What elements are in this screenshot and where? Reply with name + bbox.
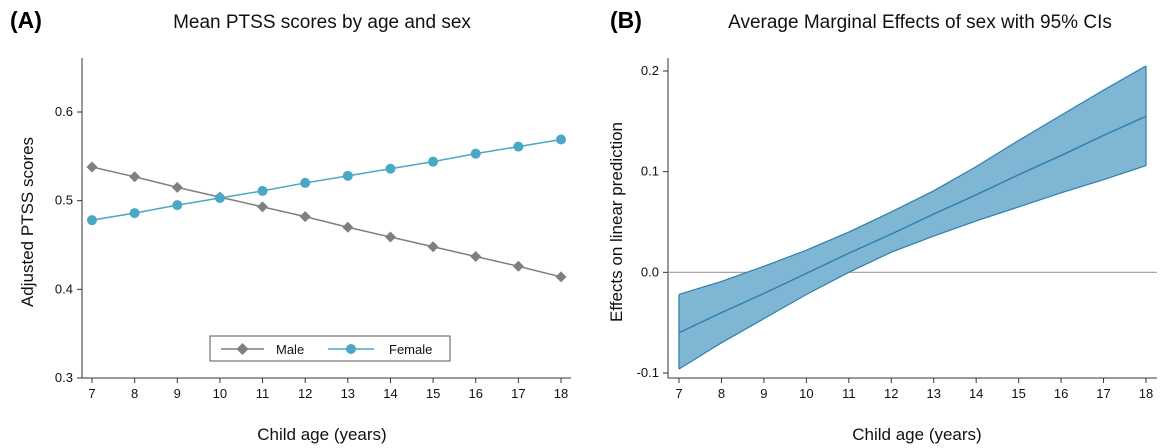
- data-point-female: [470, 148, 481, 159]
- panel-b-x-tick-label: 8: [718, 386, 725, 401]
- data-point-female: [300, 177, 311, 188]
- data-point-male: [86, 161, 98, 173]
- data-point-male: [171, 181, 183, 193]
- panel-b-y-axis-label: Effects on linear prediction: [607, 122, 626, 322]
- panel-a-x-tick-label: 15: [426, 386, 440, 401]
- panel-a-axes: 0.3 0.4 0.5 0.6 7 8 9 10 11 12 13 14 15 16 17 18: [55, 58, 571, 401]
- data-point-male: [299, 211, 311, 223]
- panel-a-x-tick-label: 7: [88, 386, 95, 401]
- data-point-male: [384, 231, 396, 243]
- panel-b-x-tick-label: 7: [675, 386, 682, 401]
- panel-b-x-tick-label: 16: [1054, 386, 1068, 401]
- panel-a-y-axis-label: Adjusted PTSS scores: [18, 137, 37, 307]
- panel-a-y-tick-label: 0.4: [55, 281, 73, 296]
- panel-a-x-tick-label: 11: [256, 386, 270, 401]
- panel-a-x-tick-label: 14: [383, 386, 397, 401]
- panel-b-y-tick-label: -0.1: [637, 365, 659, 380]
- data-point-female: [428, 156, 439, 167]
- panel-a-letter: (A): [10, 7, 42, 33]
- data-point-male: [512, 260, 524, 272]
- panel-a-y-tick-label: 0.5: [55, 193, 73, 208]
- panel-b-x-tick-label: 11: [842, 386, 856, 401]
- panel-b-x-tick-label: 12: [884, 386, 898, 401]
- panel-b-x-tick-label: 18: [1139, 386, 1153, 401]
- legend-male-label: Male: [276, 342, 304, 357]
- ci-lower-line: [678, 165, 1147, 370]
- panel-b-title: Average Marginal Effects of sex with 95%…: [728, 12, 1112, 33]
- data-point-male: [257, 201, 269, 213]
- panel-a-x-tick-label: 13: [341, 386, 355, 401]
- panel-b-y-tick-label: 0.2: [641, 63, 659, 78]
- panel-b-x-tick-label: 9: [760, 386, 767, 401]
- data-point-male: [427, 241, 439, 253]
- panel-b-letter: (B): [610, 7, 642, 33]
- panel-a-title: Mean PTSS scores by age and sex: [173, 12, 471, 33]
- legend-female-label: Female: [389, 342, 432, 357]
- ci-upper-line: [678, 65, 1147, 296]
- series-line-male: [91, 166, 562, 278]
- panel-a: (A) Mean PTSS scores by age and sex Adju…: [10, 7, 571, 444]
- marginal-effect-line: [678, 115, 1147, 334]
- data-point-female: [385, 163, 396, 174]
- data-point-female: [342, 170, 353, 181]
- data-point-female: [214, 193, 225, 204]
- panel-a-x-tick-label: 18: [554, 386, 568, 401]
- data-point-male: [555, 271, 567, 283]
- panel-b-axes: -0.1 0.0 0.1 0.2 7 8 9 10 11 12 13 14 15 16 17 18: [637, 58, 1157, 401]
- confidence-interval-area: [679, 65, 1146, 369]
- data-point-female: [87, 215, 97, 226]
- data-point-female: [556, 134, 566, 145]
- panel-a-x-tick-label: 12: [298, 386, 312, 401]
- panel-b-x-tick-label: 14: [969, 386, 983, 401]
- data-point-male: [129, 171, 141, 183]
- data-point-male: [470, 251, 482, 263]
- panel-a-x-tick-label: 17: [511, 386, 525, 401]
- panel-b-x-tick-label: 17: [1096, 386, 1110, 401]
- panel-a-x-tick-label: 16: [468, 386, 482, 401]
- data-point-female: [257, 185, 268, 196]
- panel-a-x-axis-label: Child age (years): [257, 425, 386, 444]
- data-point-female: [172, 200, 183, 211]
- data-point-female: [513, 141, 524, 152]
- panel-b-y-tick-label: 0.1: [641, 164, 659, 179]
- panel-a-x-tick-label: 8: [131, 386, 138, 401]
- panel-a-y-tick-label: 0.6: [55, 104, 73, 119]
- data-point-male: [342, 221, 354, 233]
- panel-b-y-tick-label: 0.0: [641, 264, 659, 279]
- panel-b-x-tick-label: 13: [926, 386, 940, 401]
- panel-a-y-tick-label: 0.3: [55, 370, 73, 385]
- panel-a-x-tick-label: 9: [174, 386, 181, 401]
- data-point-female: [129, 208, 140, 219]
- panel-b-x-tick-label: 10: [799, 386, 813, 401]
- panel-b-x-tick-label: 15: [1011, 386, 1025, 401]
- panel-a-x-tick-label: 10: [213, 386, 227, 401]
- legend-female-marker: [346, 344, 356, 354]
- panel-b: (B) Average Marginal Effects of sex with…: [607, 7, 1157, 444]
- series-line-female: [91, 138, 562, 221]
- panel-b-x-axis-label: Child age (years): [852, 425, 981, 444]
- panel-b-confidence-band: [678, 65, 1147, 370]
- legend-male-marker: [236, 343, 249, 355]
- panel-a-legend: Male Female: [209, 335, 451, 362]
- panel-a-series: [86, 134, 567, 283]
